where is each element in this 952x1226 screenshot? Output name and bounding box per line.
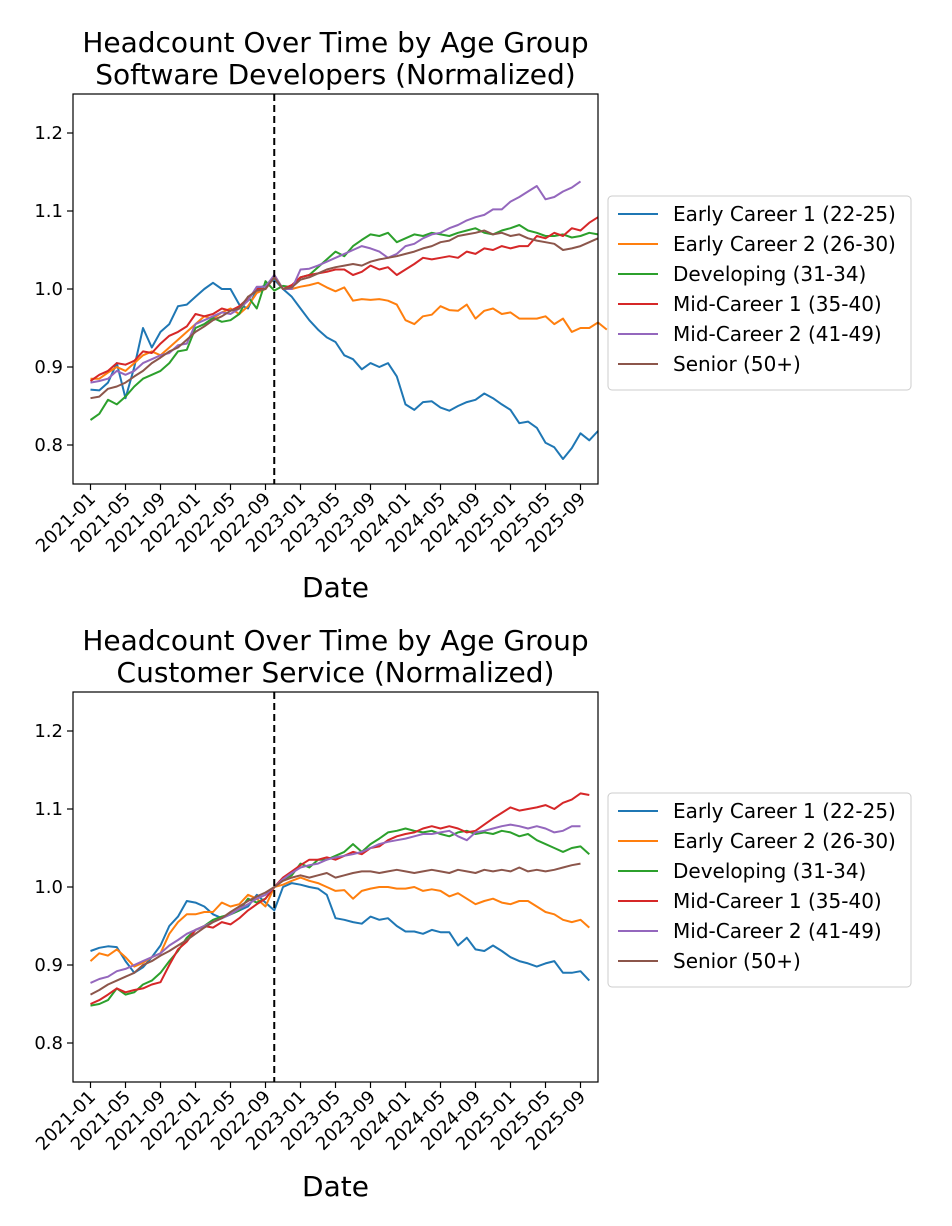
series-line-0 — [90, 882, 591, 982]
series-line-5 — [90, 229, 599, 400]
y-tick-label: 1.1 — [34, 201, 63, 222]
legend-label: Mid-Career 1 (35-40) — [673, 889, 882, 913]
legend-label: Early Career 2 (26-30) — [673, 829, 896, 853]
series-line-2 — [89, 224, 599, 421]
legend-label: Developing (31-34) — [673, 262, 866, 286]
series-line-4 — [90, 823, 581, 984]
y-tick-label: 0.8 — [34, 435, 63, 456]
series-line-5 — [90, 862, 581, 996]
legend-label: Mid-Career 1 (35-40) — [673, 292, 882, 316]
series-line-0 — [90, 278, 599, 460]
series-line-2 — [90, 827, 590, 1007]
legend-label: Early Career 1 (22-25) — [673, 799, 896, 823]
y-tick-label: 0.9 — [34, 357, 63, 378]
chart-title: Headcount Over Time by Age Group — [82, 624, 588, 657]
legend-label: Mid-Career 2 (41-49) — [673, 919, 882, 943]
chart-title: Headcount Over Time by Age Group — [82, 26, 588, 59]
y-tick-label: 1.2 — [34, 721, 63, 742]
legend-label: Early Career 1 (22-25) — [673, 202, 896, 226]
legend-label: Senior (50+) — [673, 949, 801, 973]
legend-label: Senior (50+) — [673, 352, 801, 376]
x-axis-label: Date — [302, 1170, 369, 1203]
x-axis-label: Date — [302, 571, 369, 604]
series-line-3 — [90, 792, 590, 1005]
legend-label: Early Career 2 (26-30) — [673, 232, 896, 256]
series-line-1 — [90, 276, 608, 380]
chart-subtitle: Software Developers (Normalized) — [95, 58, 575, 91]
series-line-1 — [89, 876, 590, 968]
y-tick-label: 1.0 — [34, 877, 63, 898]
legend-label: Developing (31-34) — [673, 859, 866, 883]
chart-customer-service: Headcount Over Time by Age GroupCustomer… — [32, 624, 912, 1203]
plot-frame — [72, 691, 599, 1083]
y-tick-label: 0.9 — [34, 955, 63, 976]
chart-software-developers: Headcount Over Time by Age GroupSoftware… — [32, 26, 912, 604]
series-line-3 — [89, 216, 599, 382]
y-tick-label: 1.2 — [34, 123, 63, 144]
legend-box — [607, 195, 912, 391]
legend-box — [607, 792, 912, 988]
legend-label: Mid-Career 2 (41-49) — [673, 322, 882, 346]
y-tick-label: 0.8 — [34, 1033, 63, 1054]
plot-frame — [72, 93, 599, 485]
y-tick-label: 1.0 — [34, 279, 63, 300]
y-tick-label: 1.1 — [34, 799, 63, 820]
chart-subtitle: Customer Service (Normalized) — [117, 656, 555, 689]
